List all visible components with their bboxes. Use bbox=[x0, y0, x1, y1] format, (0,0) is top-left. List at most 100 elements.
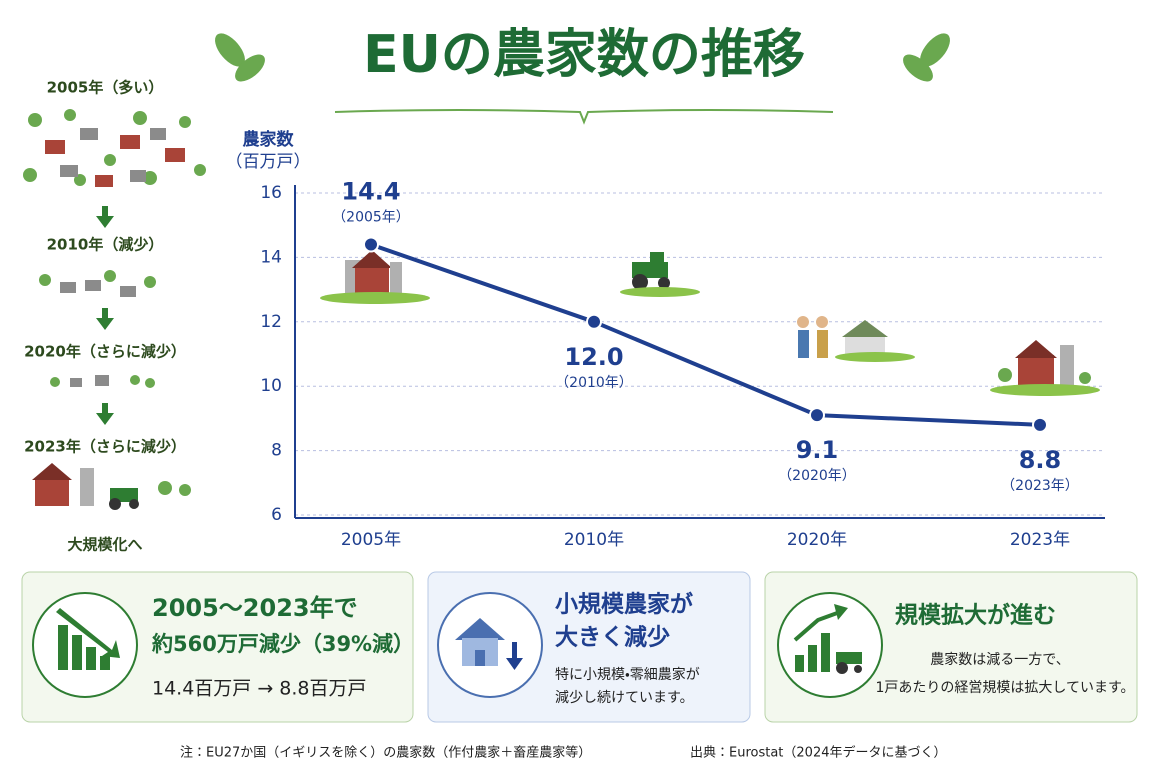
barn-icon-part bbox=[1079, 372, 1091, 384]
card-text: 農家数は減る一方で、 bbox=[930, 651, 1069, 668]
village-large-part-part bbox=[165, 148, 185, 162]
source: 出典：Eurostat（2024年データに基づく） bbox=[690, 745, 946, 761]
arrow-down bbox=[96, 403, 114, 425]
village-small-part-part bbox=[70, 378, 82, 387]
decline-icon-part bbox=[100, 656, 110, 670]
card-text: 減少し続けています。 bbox=[555, 689, 694, 706]
arrow-down bbox=[96, 206, 114, 228]
village-large-part-part bbox=[23, 168, 37, 182]
village-medium-part-part bbox=[144, 276, 156, 288]
barn-icon-part bbox=[990, 384, 1100, 396]
large-farm bbox=[32, 463, 191, 510]
large-farm-part bbox=[109, 498, 121, 510]
y-tick-label: 12 bbox=[260, 312, 282, 332]
point bbox=[809, 407, 825, 424]
house-down-icon-part bbox=[506, 658, 523, 670]
village-large-part-part bbox=[64, 109, 76, 121]
card-title: 小規模農家が bbox=[555, 591, 693, 618]
large-farm-part bbox=[80, 468, 94, 506]
stage-label: 2010年（減少） bbox=[47, 236, 164, 254]
village-medium-part-part bbox=[85, 280, 101, 291]
farmers-icon-part bbox=[797, 316, 809, 328]
growth-icon-part bbox=[834, 604, 848, 620]
barn-icon-part bbox=[355, 265, 389, 295]
card-icon-frame bbox=[32, 592, 138, 698]
arrow-down-part bbox=[102, 206, 108, 218]
arrow-down-part bbox=[102, 308, 108, 320]
point bbox=[1032, 416, 1048, 433]
title-ornament bbox=[334, 109, 834, 125]
growth-icon-part bbox=[836, 652, 862, 664]
growth-icon-part bbox=[836, 662, 848, 674]
tractor-icon-part bbox=[632, 262, 668, 278]
house-down-icon-part bbox=[475, 650, 485, 666]
point-note: （2023年） bbox=[1001, 478, 1079, 494]
village-large-part-part bbox=[130, 170, 146, 182]
stage-label: 2005年（多い） bbox=[47, 79, 164, 97]
large-farm-part bbox=[32, 463, 72, 480]
village-large-part-part bbox=[133, 111, 147, 125]
point bbox=[363, 236, 379, 253]
large-farm-part bbox=[35, 478, 69, 506]
farmers-icon-part bbox=[817, 330, 828, 358]
leaf-left-part bbox=[235, 54, 265, 82]
village-medium-part bbox=[39, 270, 156, 288]
village-large-part-part bbox=[179, 116, 191, 128]
village-large-part-part bbox=[120, 135, 140, 149]
village-small-part bbox=[70, 375, 109, 387]
growth-icon-part bbox=[854, 665, 862, 673]
village-medium bbox=[39, 270, 156, 297]
tractor-icon-part bbox=[658, 277, 670, 289]
village-medium-part-part bbox=[120, 286, 136, 297]
barn-icon-part bbox=[1018, 355, 1054, 387]
large-farm-part bbox=[179, 484, 191, 496]
leaf-right bbox=[903, 33, 950, 82]
card-text: 14.4百万戸 → 8.8百万戸 bbox=[152, 678, 367, 700]
decline-icon-part bbox=[56, 608, 120, 658]
arrow-down-part bbox=[96, 216, 114, 228]
village-medium-part bbox=[60, 280, 136, 297]
village-large bbox=[23, 109, 206, 187]
x-tick-label: 2023年 bbox=[1010, 530, 1070, 550]
village-small-part-part bbox=[50, 377, 60, 387]
value-label: 9.1 bbox=[796, 436, 839, 464]
village-large-part-part bbox=[104, 154, 116, 166]
y-tick-label: 16 bbox=[260, 183, 282, 203]
point-note: （2005年） bbox=[332, 210, 410, 226]
card-title: 2005～2023年で bbox=[152, 594, 358, 622]
arrow-down-part bbox=[102, 403, 108, 415]
leaf-left-part bbox=[215, 33, 245, 67]
house-down-icon bbox=[455, 618, 523, 670]
stage-label: 2023年（さらに減少） bbox=[24, 438, 186, 456]
farmers-icon bbox=[797, 316, 915, 362]
y-axis-label: 農家数 bbox=[243, 129, 295, 150]
farmers-icon-part bbox=[798, 330, 809, 358]
arrow-down-part bbox=[96, 413, 114, 425]
village-small-part-part bbox=[95, 375, 109, 386]
card-text: 1戸あたりの経営規模は拡大しています。 bbox=[875, 680, 1134, 696]
barn-icon bbox=[320, 250, 430, 304]
village-large-part-part bbox=[28, 113, 42, 127]
growth-icon-part bbox=[793, 610, 841, 642]
decline-icon-part bbox=[72, 635, 82, 670]
village-small-part-part bbox=[130, 375, 140, 385]
decline-icon-part bbox=[58, 625, 68, 670]
card-title: 規模拡大が進む bbox=[895, 602, 1056, 629]
arrow-down bbox=[96, 308, 114, 330]
point-note: （2010年） bbox=[555, 375, 633, 391]
farmers-icon-part bbox=[845, 335, 885, 355]
barn-icon-part bbox=[352, 250, 392, 268]
large-farm-part bbox=[158, 481, 172, 495]
village-medium-part-part bbox=[39, 274, 51, 286]
village-large-part-part bbox=[150, 128, 166, 140]
house-down-icon-part bbox=[512, 642, 517, 660]
conclusion: 大規模化へ bbox=[67, 536, 142, 554]
y-tick-label: 8 bbox=[271, 441, 282, 461]
barn-icon bbox=[990, 340, 1100, 396]
barn-icon-part bbox=[1015, 340, 1057, 358]
farmers-icon-part bbox=[816, 316, 828, 328]
growth-icon-part bbox=[795, 655, 804, 672]
leaf-right-part bbox=[903, 54, 933, 82]
